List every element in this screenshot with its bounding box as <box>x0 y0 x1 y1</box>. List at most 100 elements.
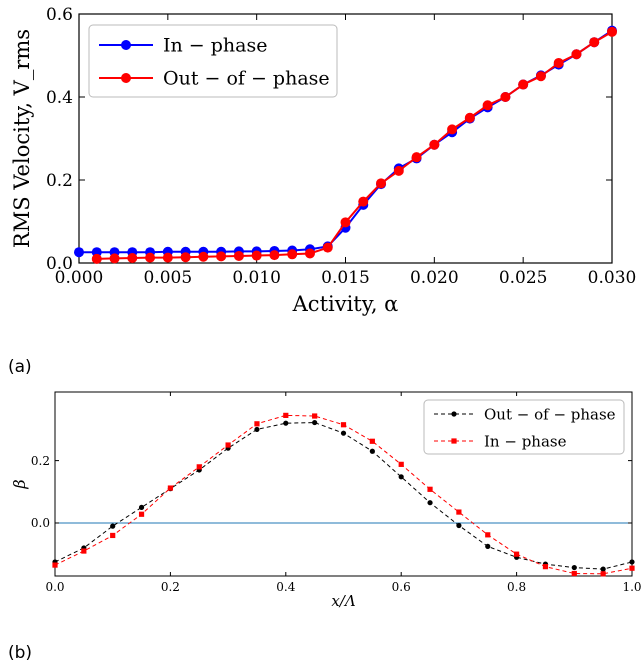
data-point <box>127 253 138 264</box>
data-point <box>485 532 491 538</box>
data-point <box>589 37 600 48</box>
chart-a-y-axis-label: RMS Velocity, V_rms <box>10 29 34 248</box>
data-point <box>225 442 231 448</box>
x-tick-label: 0.8 <box>507 580 526 594</box>
data-point <box>629 565 635 571</box>
data-point <box>340 430 347 436</box>
data-point <box>607 26 617 37</box>
data-point <box>340 217 351 228</box>
data-point <box>304 248 315 259</box>
data-point <box>109 253 120 264</box>
data-point <box>251 250 262 261</box>
data-point <box>369 438 375 444</box>
x-tick-label: 0.000 <box>55 268 104 288</box>
data-point <box>427 486 433 492</box>
panel-label-b: (b) <box>8 643 33 663</box>
data-point <box>322 242 333 253</box>
data-point <box>393 165 404 176</box>
series-out-of-phase <box>91 26 617 264</box>
data-point <box>198 251 209 262</box>
data-point <box>138 511 145 517</box>
chart-a-x-axis-label: Activity, α <box>292 292 399 316</box>
data-point <box>283 420 289 426</box>
data-point <box>180 252 191 263</box>
x-tick-label: 0.6 <box>392 580 411 594</box>
data-point <box>110 532 116 539</box>
data-point <box>447 124 458 135</box>
data-point <box>542 564 549 570</box>
data-point <box>398 461 404 467</box>
data-point <box>52 562 58 568</box>
data-point <box>196 464 202 470</box>
x-tick-label: 0.030 <box>588 268 637 288</box>
data-point <box>376 178 387 189</box>
data-point <box>518 79 529 90</box>
data-point <box>600 566 606 572</box>
series-in-phase <box>52 412 635 577</box>
data-point <box>312 413 318 419</box>
chart-b-ticks: 0.0 0.2 0.4 0.6 0.8 1.0 0.0 0.2 <box>31 392 642 594</box>
data-point <box>571 49 582 60</box>
chart-b-legend: Out − of − phase In − phase <box>423 399 625 455</box>
legend-label: Out − of − phase <box>163 68 330 90</box>
data-point <box>535 71 546 82</box>
legend-label: In − phase <box>484 432 567 450</box>
data-point <box>312 419 318 426</box>
data-point <box>254 426 260 433</box>
y-tick-label: 0.2 <box>46 171 73 191</box>
legend-marker <box>451 438 457 444</box>
data-point <box>110 523 116 529</box>
data-point <box>411 152 422 163</box>
data-point <box>398 474 404 480</box>
chart-a-legend: In − phase Out − of − phase <box>88 24 338 98</box>
data-point <box>74 247 84 258</box>
legend-marker <box>121 73 131 83</box>
data-point <box>485 543 491 549</box>
data-point <box>369 448 375 454</box>
chart-b: 0.0 0.2 0.4 0.6 0.8 1.0 0.0 0.2 x/Λ β Out − of … <box>10 391 642 610</box>
x-tick-label: 0.025 <box>499 268 548 288</box>
data-point <box>600 571 606 577</box>
y-tick-label: 0.2 <box>31 454 50 468</box>
x-tick-label: 0.005 <box>143 268 192 288</box>
x-tick-label: 0.015 <box>321 268 370 288</box>
data-point <box>514 551 520 557</box>
y-tick-label: 0.0 <box>46 254 73 274</box>
legend-marker <box>121 40 131 50</box>
legend-marker <box>451 411 457 417</box>
data-point <box>456 522 462 529</box>
data-point <box>429 139 440 150</box>
chart-a: 0.000 0.005 0.010 0.015 0.020 0.025 0.030 0.0 0.… <box>10 5 636 316</box>
legend-label: In − phase <box>163 35 267 57</box>
chart-a-ticks: 0.000 0.005 0.010 0.015 0.020 0.025 0.030 0.0 0.… <box>46 5 636 288</box>
data-point <box>287 249 298 260</box>
data-point <box>456 509 462 515</box>
data-point <box>500 92 511 102</box>
panel-label-a: (a) <box>8 357 32 377</box>
x-tick-label: 1.0 <box>622 580 641 594</box>
chart-b-frame <box>54 391 633 577</box>
chart-b-series <box>52 412 635 577</box>
data-point <box>162 252 173 263</box>
data-point <box>81 548 87 554</box>
y-tick-label: 0.4 <box>46 88 73 108</box>
data-point <box>283 412 289 418</box>
data-point <box>464 112 475 123</box>
data-point <box>358 196 369 207</box>
data-point <box>233 250 244 261</box>
data-point <box>571 570 577 577</box>
series-out-of-phase <box>52 419 635 572</box>
data-point <box>571 564 577 571</box>
x-tick-label: 0.4 <box>276 580 295 594</box>
data-point <box>254 421 260 427</box>
data-point <box>482 100 493 111</box>
x-tick-label: 0.2 <box>161 580 180 594</box>
data-point <box>216 251 227 262</box>
data-point <box>138 504 145 510</box>
data-point <box>269 250 280 261</box>
data-point <box>427 500 433 506</box>
x-tick-label: 0.0 <box>45 580 64 594</box>
data-point <box>553 57 564 68</box>
data-point <box>629 559 635 565</box>
